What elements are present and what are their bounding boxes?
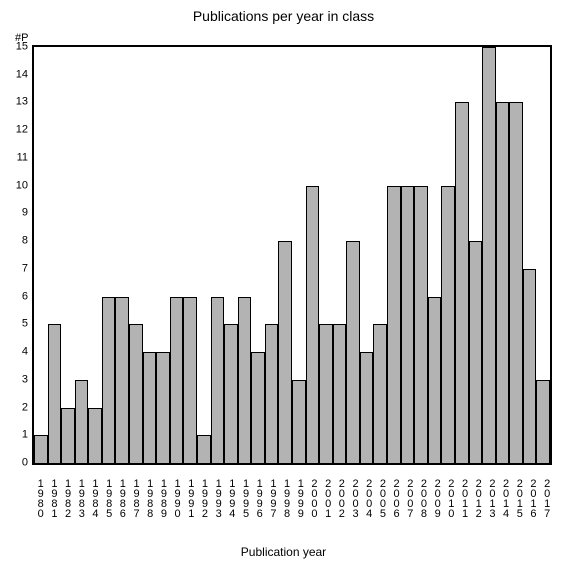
bar bbox=[455, 102, 469, 463]
bar bbox=[482, 47, 496, 463]
bar bbox=[61, 408, 75, 463]
bar bbox=[115, 297, 129, 463]
bar bbox=[102, 297, 116, 463]
bar bbox=[414, 186, 428, 463]
bar bbox=[251, 352, 265, 463]
bar-chart: Publications per year in class #P 012345… bbox=[0, 0, 567, 567]
y-tick-label: 1 bbox=[22, 430, 28, 441]
x-tick-label: 2004 bbox=[361, 467, 375, 527]
bar bbox=[509, 102, 523, 463]
x-tick-label: 2011 bbox=[456, 467, 470, 527]
bar bbox=[143, 352, 157, 463]
bar bbox=[319, 324, 333, 463]
x-tick-label: 1989 bbox=[155, 467, 169, 527]
x-tick-label: 1991 bbox=[183, 467, 197, 527]
y-tick-label: 9 bbox=[22, 208, 28, 219]
bar bbox=[306, 186, 320, 463]
x-tick-label: 1994 bbox=[224, 467, 238, 527]
x-tick-label: 2009 bbox=[429, 467, 443, 527]
bar bbox=[278, 241, 292, 463]
bar bbox=[224, 324, 238, 463]
bar bbox=[292, 380, 306, 463]
x-tick-label: 2001 bbox=[319, 467, 333, 527]
x-tick-label: 2000 bbox=[306, 467, 320, 527]
bar bbox=[536, 380, 550, 463]
y-tick-label: 11 bbox=[17, 152, 28, 163]
bar bbox=[265, 324, 279, 463]
y-tick-label: 8 bbox=[22, 236, 28, 247]
x-tick-label: 1983 bbox=[73, 467, 87, 527]
x-tick-label: 1996 bbox=[251, 467, 265, 527]
bar bbox=[496, 102, 510, 463]
x-tick-label: 1981 bbox=[46, 467, 60, 527]
chart-title: Publications per year in class bbox=[0, 8, 567, 24]
bar bbox=[441, 186, 455, 463]
y-tick-label: 15 bbox=[16, 42, 28, 53]
x-tick-label: 1982 bbox=[59, 467, 73, 527]
x-axis-ticks: 1980198119821983198419851986198719881989… bbox=[32, 467, 552, 527]
bar bbox=[75, 380, 89, 463]
x-tick-label: 1992 bbox=[196, 467, 210, 527]
bar bbox=[373, 324, 387, 463]
x-tick-label: 2015 bbox=[511, 467, 525, 527]
bar bbox=[48, 324, 62, 463]
bar bbox=[333, 324, 347, 463]
bar bbox=[523, 269, 537, 463]
bar bbox=[197, 435, 211, 463]
x-tick-label: 1995 bbox=[237, 467, 251, 527]
x-tick-label: 2016 bbox=[525, 467, 539, 527]
bar bbox=[428, 297, 442, 463]
y-axis-ticks: 0123456789101112131415 bbox=[0, 45, 30, 465]
y-tick-label: 3 bbox=[22, 374, 28, 385]
x-tick-label: 1985 bbox=[100, 467, 114, 527]
x-tick-label: 1980 bbox=[32, 467, 46, 527]
bars-group bbox=[34, 47, 550, 463]
y-tick-label: 10 bbox=[16, 180, 28, 191]
y-tick-label: 5 bbox=[22, 319, 28, 330]
y-tick-label: 0 bbox=[22, 458, 28, 469]
x-tick-label: 1997 bbox=[265, 467, 279, 527]
x-axis-label: Publication year bbox=[0, 545, 567, 559]
x-tick-label: 1988 bbox=[142, 467, 156, 527]
x-tick-label: 2014 bbox=[497, 467, 511, 527]
y-tick-label: 7 bbox=[22, 263, 28, 274]
y-tick-label: 12 bbox=[16, 125, 28, 136]
bar bbox=[170, 297, 184, 463]
x-tick-label: 1987 bbox=[128, 467, 142, 527]
x-tick-label: 2003 bbox=[347, 467, 361, 527]
bar bbox=[211, 297, 225, 463]
x-tick-label: 2006 bbox=[388, 467, 402, 527]
x-tick-label: 1990 bbox=[169, 467, 183, 527]
bar bbox=[387, 186, 401, 463]
x-tick-label: 2017 bbox=[538, 467, 552, 527]
y-tick-label: 6 bbox=[22, 291, 28, 302]
x-tick-label: 2010 bbox=[443, 467, 457, 527]
x-tick-label: 1986 bbox=[114, 467, 128, 527]
x-tick-label: 1984 bbox=[87, 467, 101, 527]
plot-area bbox=[32, 45, 552, 465]
bar bbox=[346, 241, 360, 463]
bar bbox=[401, 186, 415, 463]
y-tick-label: 4 bbox=[22, 347, 28, 358]
bar bbox=[129, 324, 143, 463]
x-tick-label: 2013 bbox=[484, 467, 498, 527]
bar bbox=[469, 241, 483, 463]
bar bbox=[360, 352, 374, 463]
x-tick-label: 1993 bbox=[210, 467, 224, 527]
bar bbox=[34, 435, 48, 463]
x-tick-label: 2008 bbox=[415, 467, 429, 527]
bar bbox=[238, 297, 252, 463]
x-tick-label: 2002 bbox=[333, 467, 347, 527]
x-tick-label: 2005 bbox=[374, 467, 388, 527]
y-tick-label: 13 bbox=[16, 97, 28, 108]
bar bbox=[183, 297, 197, 463]
y-tick-label: 2 bbox=[22, 402, 28, 413]
y-tick-label: 14 bbox=[16, 69, 28, 80]
x-tick-label: 2007 bbox=[402, 467, 416, 527]
x-tick-label: 1998 bbox=[278, 467, 292, 527]
bar bbox=[88, 408, 102, 463]
bar bbox=[156, 352, 170, 463]
x-tick-label: 2012 bbox=[470, 467, 484, 527]
x-tick-label: 1999 bbox=[292, 467, 306, 527]
